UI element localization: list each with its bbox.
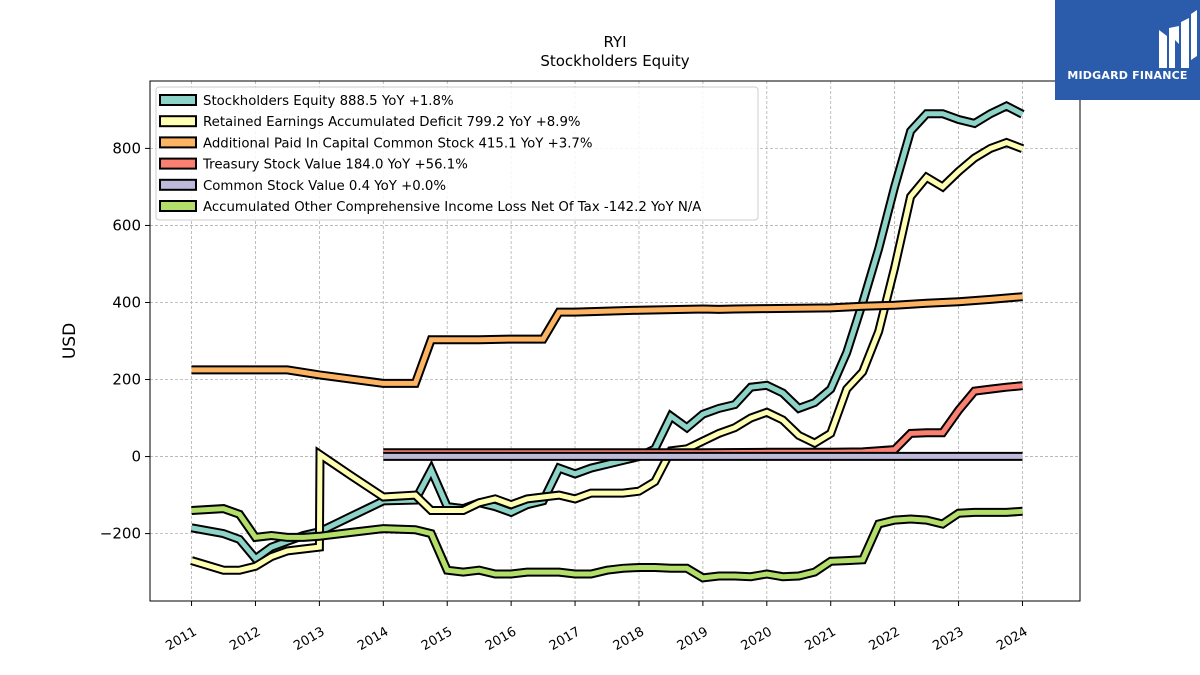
y-tick-label: 200 — [112, 371, 141, 389]
x-tick-label: 2024 — [994, 624, 1030, 654]
y-tick-label: 800 — [112, 139, 141, 157]
legend-label: Additional Paid In Capital Common Stock … — [203, 136, 593, 151]
chart-subtitle: Stockholders Equity — [540, 52, 690, 70]
x-tick-label: 2014 — [355, 624, 391, 654]
x-tick-label: 2018 — [611, 624, 647, 654]
y-axis-label: USD — [60, 323, 80, 359]
legend-label: Stockholders Equity 888.5 YoY +1.8% — [203, 94, 454, 109]
x-tick-label: 2021 — [803, 624, 839, 654]
x-tick-label: 2020 — [739, 624, 775, 654]
legend-swatch — [159, 136, 197, 149]
legend-label: Treasury Stock Value 184.0 YoY +56.1% — [202, 158, 468, 173]
brand-mark-icon — [1159, 10, 1197, 68]
x-tick-label: 2012 — [227, 624, 263, 654]
series-line — [190, 139, 1024, 573]
x-tick-label: 2015 — [419, 624, 455, 654]
x-tick-label: 2019 — [675, 624, 711, 654]
x-tick-label: 2017 — [547, 624, 583, 654]
legend: Stockholders Equity 888.5 YoY +1.8% Retai… — [155, 86, 759, 221]
legend-label: Common Stock Value 0.4 YoY +0.0% — [203, 179, 446, 194]
series-line — [191, 506, 1023, 581]
legend-box — [155, 86, 759, 221]
y-tick-label: 0 — [131, 448, 141, 466]
legend-label: Accumulated Other Comprehensive Income L… — [203, 200, 701, 215]
brand-logo: MIDGARD FINANCE — [1055, 0, 1200, 100]
x-tick-label: 2011 — [163, 624, 199, 654]
legend-swatch — [159, 115, 197, 128]
y-tick-label: −200 — [100, 525, 141, 543]
x-tick-label: 2023 — [930, 624, 966, 654]
x-tick-label: 2016 — [483, 624, 519, 654]
series-line — [191, 294, 1023, 386]
y-tick-label: 400 — [112, 293, 141, 311]
legend-swatch — [159, 94, 197, 106]
brand-name: MIDGARD FINANCE — [1067, 69, 1188, 82]
x-tick-label: 2022 — [866, 624, 902, 654]
series-layer — [190, 100, 1025, 583]
legend-swatch — [159, 178, 197, 191]
x-tick-label: 2013 — [291, 624, 327, 654]
legend-swatch — [159, 157, 197, 170]
legend-swatch — [159, 200, 197, 212]
y-tick-label: 600 — [112, 216, 141, 234]
legend-label: Retained Earnings Accumulated Deficit 79… — [203, 115, 581, 130]
chart-title: RYI — [603, 33, 627, 51]
plot-frame — [149, 80, 1081, 602]
